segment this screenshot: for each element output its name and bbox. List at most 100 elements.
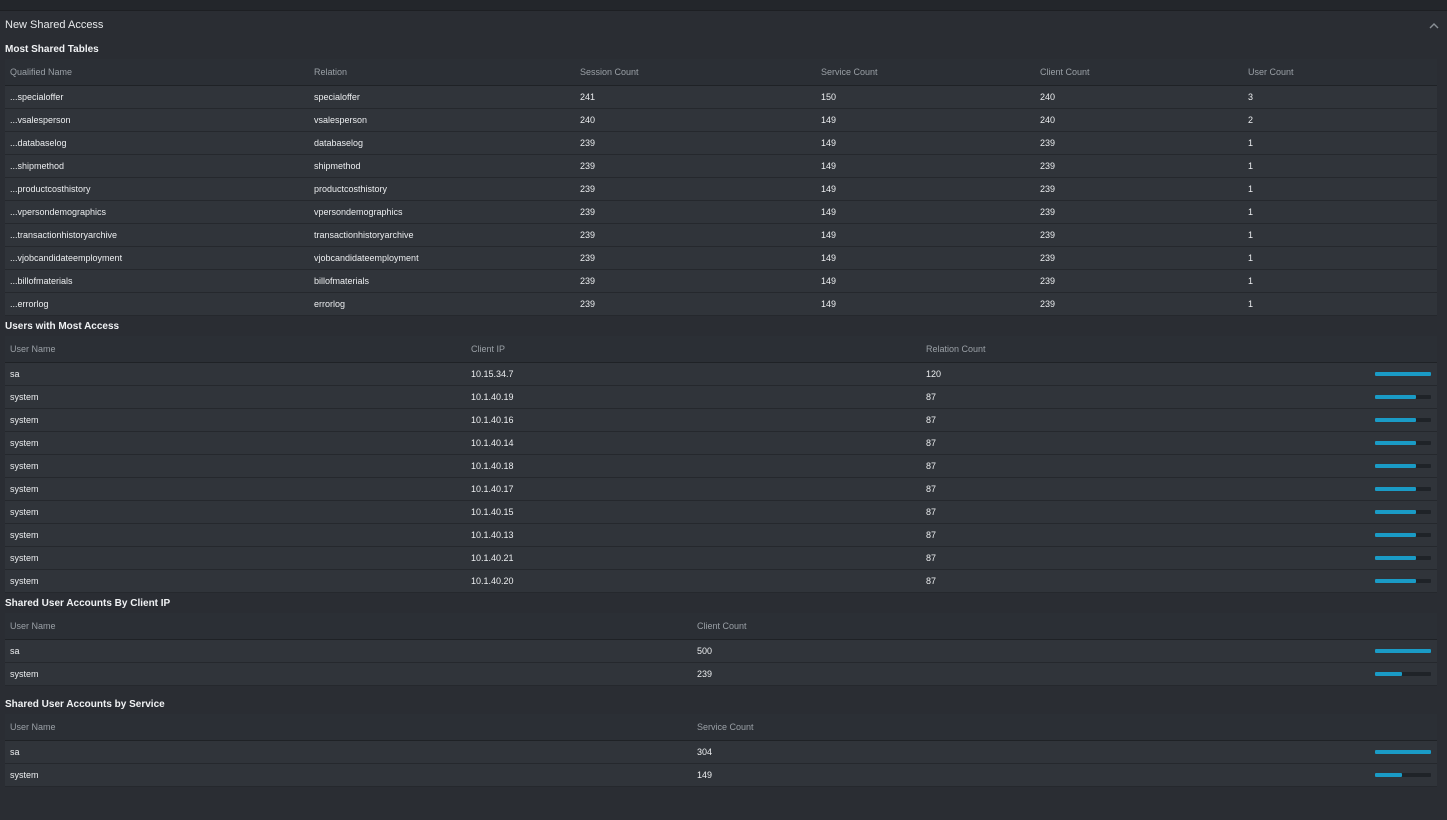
table-row[interactable]: ...vpersondemographics vpersondemographic… [5, 201, 1437, 224]
cell-user-count: 1 [1248, 207, 1254, 217]
count-bar-fill [1375, 773, 1403, 777]
users-most-access-title: Users with Most Access [5, 321, 120, 332]
cell-session-count: 239 [580, 253, 596, 263]
cell-client-ip: 10.1.40.13 [471, 530, 514, 540]
shared-by-client-ip-table: User Name Client Count sa 500 system 239 [5, 613, 1437, 686]
cell-relation-count: 87 [926, 438, 937, 448]
cell-relation: vsalesperson [314, 115, 368, 125]
table-row[interactable]: sa 500 [5, 640, 1437, 663]
count-bar [1375, 441, 1431, 445]
cell-qualified-name: ...vjobcandidateemployment [10, 253, 123, 263]
cell-session-count: 239 [580, 138, 596, 148]
cell-user-count: 1 [1248, 253, 1254, 263]
cell-session-count: 239 [580, 207, 596, 217]
table-row[interactable]: system 10.1.40.15 87 [5, 501, 1437, 524]
count-bar [1375, 395, 1431, 399]
table-row[interactable]: system 239 [5, 663, 1437, 686]
table-row[interactable]: ...billofmaterials billofmaterials 239 149 2… [5, 270, 1437, 293]
table-row[interactable]: system 10.1.40.14 87 [5, 432, 1437, 455]
shared-by-client-ip-title: Shared User Accounts By Client IP [5, 598, 171, 609]
cell-session-count: 239 [580, 276, 596, 286]
cell-client-ip: 10.1.40.21 [471, 553, 514, 563]
table-row[interactable]: ...databaselog databaselog 239 149 239 1 [5, 132, 1437, 155]
cell-relation-count: 87 [926, 553, 937, 563]
cell-relation-count: 87 [926, 484, 937, 494]
top-strip [0, 0, 1447, 11]
table-row[interactable]: system 10.1.40.18 87 [5, 455, 1437, 478]
cell-user-name: system [10, 507, 39, 517]
col-session-count[interactable]: Session Count [580, 67, 639, 77]
table-row[interactable]: system 10.1.40.21 87 [5, 547, 1437, 570]
cell-service-count: 149 [821, 230, 837, 240]
count-bar [1375, 418, 1431, 422]
cell-relation: errorlog [314, 299, 346, 309]
cell-client-count: 240 [1040, 115, 1056, 125]
table-row[interactable]: ...vjobcandidateemployment vjobcandidatee… [5, 247, 1437, 270]
cell-user-count: 1 [1248, 230, 1254, 240]
cell-user-name: system [10, 669, 39, 679]
count-bar-fill [1375, 395, 1416, 399]
cell-client-ip: 10.1.40.17 [471, 484, 514, 494]
table-row[interactable]: system 10.1.40.13 87 [5, 524, 1437, 547]
count-bar [1375, 510, 1431, 514]
cell-qualified-name: ...transactionhistoryarchive [10, 230, 118, 240]
shared-by-service-table: User Name Service Count sa 304 system 149 [5, 714, 1437, 787]
cell-user-count: 3 [1248, 92, 1254, 102]
cell-qualified-name: ...vsalesperson [10, 115, 71, 125]
cell-relation-count: 87 [926, 530, 937, 540]
table-row[interactable]: system 149 [5, 764, 1437, 787]
cell-qualified-name: ...vpersondemographics [10, 207, 107, 217]
count-bar [1375, 487, 1431, 491]
users-most-access-table: User Name Client IP Relation Count sa 10.… [5, 336, 1437, 593]
col-user-name[interactable]: User Name [10, 344, 56, 354]
table-row[interactable]: sa 10.15.34.7 120 [5, 363, 1437, 386]
col-client-count[interactable]: Client Count [697, 621, 747, 631]
count-bar [1375, 672, 1431, 676]
cell-client-count: 239 [697, 669, 713, 679]
table-row[interactable]: sa 304 [5, 741, 1437, 764]
col-user-name[interactable]: User Name [10, 722, 56, 732]
cell-qualified-name: ...shipmethod [10, 161, 65, 171]
col-user-count[interactable]: User Count [1248, 67, 1294, 77]
cell-user-count: 1 [1248, 299, 1254, 309]
table-row[interactable]: ...errorlog errorlog 239 149 239 1 [5, 293, 1437, 316]
panel-header[interactable]: New Shared Access [0, 11, 1447, 39]
cell-relation: billofmaterials [314, 276, 370, 286]
cell-client-count: 239 [1040, 276, 1056, 286]
table-row[interactable]: ...specialoffer specialoffer 241 150 240 3 [5, 86, 1437, 109]
cell-service-count: 304 [697, 747, 713, 757]
col-relation-count[interactable]: Relation Count [926, 344, 986, 354]
count-bar [1375, 464, 1431, 468]
chevron-up-icon[interactable] [1426, 17, 1442, 33]
cell-client-ip: 10.15.34.7 [471, 369, 514, 379]
count-bar-fill [1375, 533, 1416, 537]
cell-session-count: 239 [580, 161, 596, 171]
cell-client-count: 239 [1040, 207, 1056, 217]
cell-session-count: 241 [580, 92, 596, 102]
table-row[interactable]: system 10.1.40.20 87 [5, 570, 1437, 593]
most-shared-tables: Qualified Name Relation Session Count Se… [5, 59, 1437, 316]
table-row[interactable]: ...shipmethod shipmethod 239 149 239 1 [5, 155, 1437, 178]
cell-user-name: system [10, 438, 39, 448]
table-row[interactable]: system 10.1.40.16 87 [5, 409, 1437, 432]
col-service-count[interactable]: Service Count [821, 67, 878, 77]
col-service-count[interactable]: Service Count [697, 722, 754, 732]
table-header: Qualified Name Relation Session Count Se… [5, 59, 1437, 86]
table-row[interactable]: ...transactionhistoryarchive transactionh… [5, 224, 1437, 247]
col-client-ip[interactable]: Client IP [471, 344, 506, 354]
col-qualified-name[interactable]: Qualified Name [10, 67, 73, 77]
cell-service-count: 149 [821, 138, 837, 148]
table-row[interactable]: system 10.1.40.17 87 [5, 478, 1437, 501]
table-row[interactable]: ...vsalesperson vsalesperson 240 149 240 2 [5, 109, 1437, 132]
cell-user-name: system [10, 484, 39, 494]
cell-user-count: 1 [1248, 276, 1254, 286]
cell-client-count: 239 [1040, 253, 1056, 263]
cell-client-count: 239 [1040, 138, 1056, 148]
col-client-count[interactable]: Client Count [1040, 67, 1090, 77]
col-relation[interactable]: Relation [314, 67, 348, 77]
table-row[interactable]: system 10.1.40.19 87 [5, 386, 1437, 409]
col-user-name[interactable]: User Name [10, 621, 56, 631]
count-bar [1375, 579, 1431, 583]
cell-user-count: 1 [1248, 184, 1254, 194]
table-row[interactable]: ...productcosthistory productcosthistory 2… [5, 178, 1437, 201]
